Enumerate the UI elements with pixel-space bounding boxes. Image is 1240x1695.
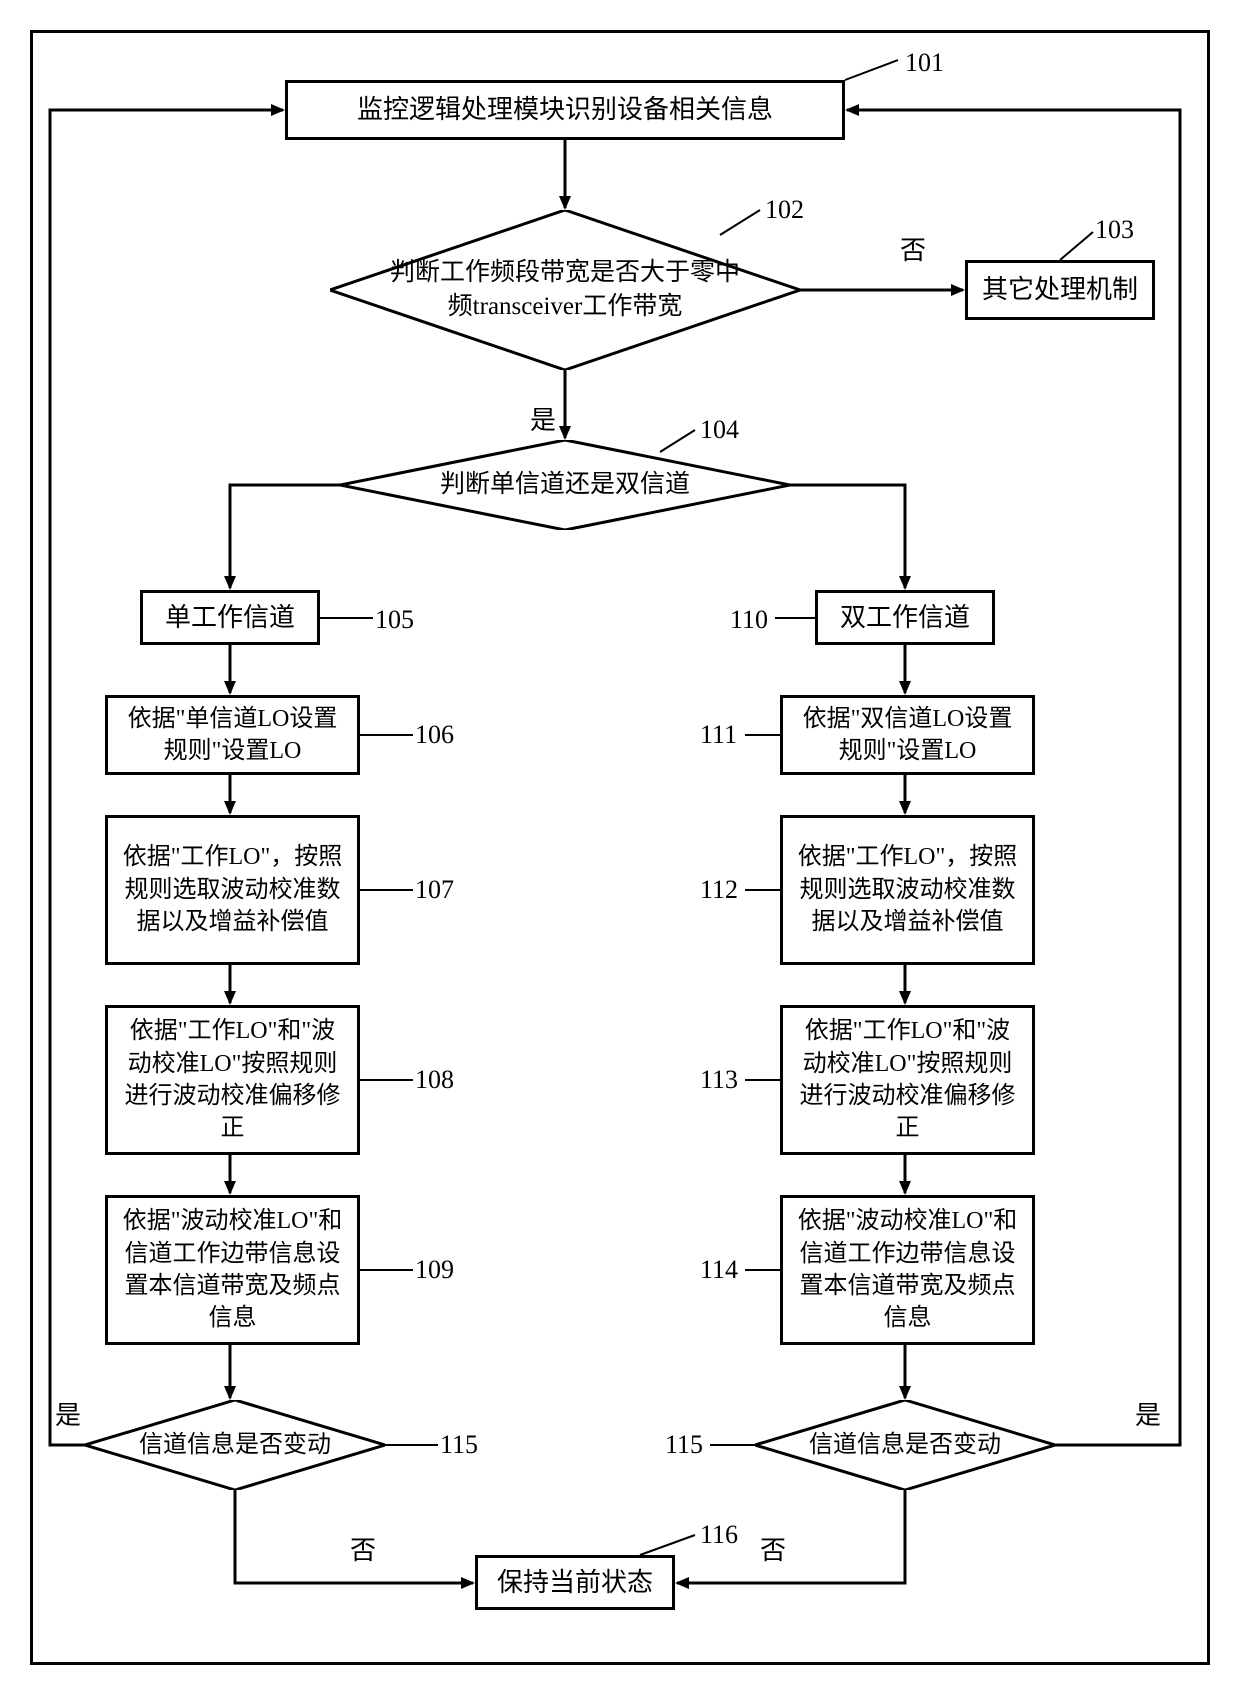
num-113: 113 [700, 1065, 738, 1095]
node-text: 其它处理机制 [982, 272, 1138, 307]
edge-label-115r-yes: 是 [1135, 1395, 1161, 1432]
node-106: 依据"单信道LO设置规则"设置LO [105, 695, 360, 775]
num-105: 105 [375, 605, 414, 635]
node-text: 判断单信道还是双信道 [440, 468, 690, 502]
num-115-left: 115 [440, 1430, 478, 1460]
num-108: 108 [415, 1065, 454, 1095]
num-101: 101 [905, 48, 944, 78]
node-111: 依据"双信道LO设置规则"设置LO [780, 695, 1035, 775]
num-110: 110 [730, 605, 768, 635]
node-text: 依据"单信道LO设置规则"设置LO [118, 703, 347, 768]
edge-label-115l-yes: 是 [55, 1395, 81, 1432]
edge-label-102-no: 否 [900, 230, 926, 267]
num-109: 109 [415, 1255, 454, 1285]
node-text: 依据"工作LO"，按照规则选取波动校准数据以及增益补偿值 [118, 841, 347, 938]
node-text: 双工作信道 [840, 600, 970, 635]
node-text: 依据"波动校准LO"和信道工作边带信息设置本信道带宽及频点信息 [793, 1205, 1022, 1335]
num-114: 114 [700, 1255, 738, 1285]
node-116: 保持当前状态 [475, 1555, 675, 1610]
num-107: 107 [415, 875, 454, 905]
node-text: 依据"波动校准LO"和信道工作边带信息设置本信道带宽及频点信息 [118, 1205, 347, 1335]
node-text: 依据"工作LO"和"波动校准LO"按照规则进行波动校准偏移修正 [793, 1015, 1022, 1145]
edge-label-115r-no: 否 [760, 1530, 786, 1567]
node-110: 双工作信道 [815, 590, 995, 645]
node-112: 依据"工作LO"，按照规则选取波动校准数据以及增益补偿值 [780, 815, 1035, 965]
node-109: 依据"波动校准LO"和信道工作边带信息设置本信道带宽及频点信息 [105, 1195, 360, 1345]
node-103: 其它处理机制 [965, 260, 1155, 320]
node-115-right: 信道信息是否变动 [755, 1400, 1055, 1490]
node-text: 依据"双信道LO设置规则"设置LO [793, 703, 1022, 768]
node-text: 信道信息是否变动 [139, 1429, 331, 1461]
node-107: 依据"工作LO"，按照规则选取波动校准数据以及增益补偿值 [105, 815, 360, 965]
node-text: 判断工作频段带宽是否大于零中频transceiver工作带宽 [385, 256, 745, 324]
edge-label-102-yes: 是 [530, 400, 556, 437]
num-115-right: 115 [665, 1430, 703, 1460]
num-106: 106 [415, 720, 454, 750]
node-108: 依据"工作LO"和"波动校准LO"按照规则进行波动校准偏移修正 [105, 1005, 360, 1155]
node-105: 单工作信道 [140, 590, 320, 645]
edge-label-115l-no: 否 [350, 1530, 376, 1567]
node-text: 信道信息是否变动 [809, 1429, 1001, 1461]
num-104: 104 [700, 415, 739, 445]
num-102: 102 [765, 195, 804, 225]
node-text: 监控逻辑处理模块识别设备相关信息 [357, 92, 773, 127]
node-104: 判断单信道还是双信道 [340, 440, 790, 530]
num-116: 116 [700, 1520, 738, 1550]
node-113: 依据"工作LO"和"波动校准LO"按照规则进行波动校准偏移修正 [780, 1005, 1035, 1155]
node-101: 监控逻辑处理模块识别设备相关信息 [285, 80, 845, 140]
node-114: 依据"波动校准LO"和信道工作边带信息设置本信道带宽及频点信息 [780, 1195, 1035, 1345]
node-115-left: 信道信息是否变动 [85, 1400, 385, 1490]
num-103: 103 [1095, 215, 1134, 245]
node-text: 保持当前状态 [497, 1565, 653, 1600]
num-111: 111 [700, 720, 737, 750]
node-text: 依据"工作LO"和"波动校准LO"按照规则进行波动校准偏移修正 [118, 1015, 347, 1145]
node-text: 依据"工作LO"，按照规则选取波动校准数据以及增益补偿值 [793, 841, 1022, 938]
node-102: 判断工作频段带宽是否大于零中频transceiver工作带宽 [330, 210, 800, 370]
node-text: 单工作信道 [165, 600, 295, 635]
num-112: 112 [700, 875, 738, 905]
